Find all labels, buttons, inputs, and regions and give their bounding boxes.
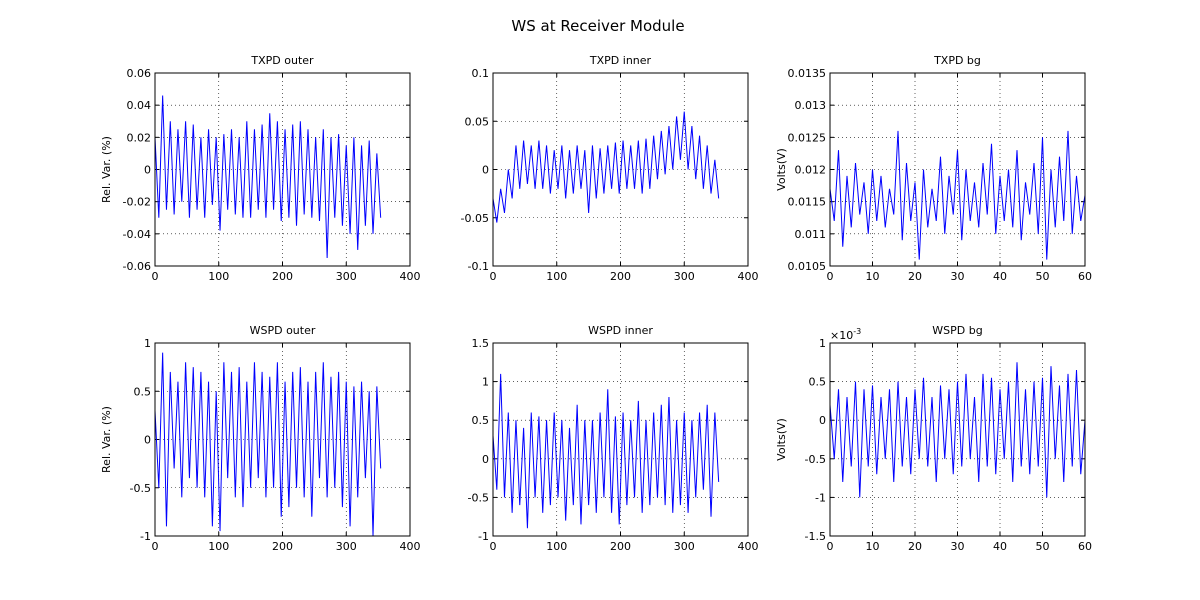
subplot-title: TXPD inner xyxy=(589,54,652,67)
x-tick-label: 300 xyxy=(674,270,695,283)
y-tick-label: 1 xyxy=(819,337,826,350)
y-tick-label: -0.5 xyxy=(468,491,489,504)
y-tick-label: 0.5 xyxy=(472,414,490,427)
y-tick-label: -1 xyxy=(478,530,489,543)
y-tick-label: 0.04 xyxy=(127,99,152,112)
axes-box xyxy=(829,72,1086,267)
y-axis-label: Rel. Var. (%) xyxy=(100,136,113,203)
x-tick-label: 10 xyxy=(866,540,880,553)
x-tick-label: 20 xyxy=(908,270,922,283)
x-tick-label: 200 xyxy=(610,540,631,553)
x-tick-label: 100 xyxy=(546,270,567,283)
x-tick-label: 100 xyxy=(208,270,229,283)
subplot-title: WSPD inner xyxy=(588,324,653,337)
data-line xyxy=(154,352,382,537)
x-tick-label: 40 xyxy=(993,270,1007,283)
x-tick-label: 40 xyxy=(993,540,1007,553)
y-tick-label: -0.1 xyxy=(468,260,489,273)
y-tick-label: -0.5 xyxy=(130,482,151,495)
x-tick-label: 300 xyxy=(674,540,695,553)
y-tick-label: 0.013 xyxy=(795,99,827,112)
x-tick-label: 60 xyxy=(1078,540,1092,553)
x-tick-label: 30 xyxy=(951,270,965,283)
axes-box xyxy=(154,342,411,537)
axes-box xyxy=(492,72,749,267)
x-tick-label: 10 xyxy=(866,270,880,283)
x-tick-label: 0 xyxy=(490,540,497,553)
y-tick-label: 0 xyxy=(482,453,489,466)
figure-title: WS at Receiver Module xyxy=(511,17,684,35)
x-tick-label: 300 xyxy=(336,270,357,283)
y-tick-label: 0 xyxy=(144,434,151,447)
y-tick-label: 0.02 xyxy=(127,131,152,144)
y-multiplier: ×10-3 xyxy=(830,327,861,342)
y-tick-label: -1 xyxy=(140,530,151,543)
axes-box xyxy=(829,342,1086,537)
subplot-title: TXPD outer xyxy=(250,54,314,67)
x-tick-label: 200 xyxy=(272,540,293,553)
data-line xyxy=(492,111,720,223)
data-line xyxy=(492,373,720,529)
y-tick-label: 0.0105 xyxy=(788,260,827,273)
y-tick-label: 0 xyxy=(144,164,151,177)
x-tick-label: 300 xyxy=(336,540,357,553)
y-tick-label: -0.04 xyxy=(123,228,151,241)
data-line xyxy=(829,362,1086,498)
subplot-title: WSPD bg xyxy=(932,324,982,337)
y-tick-label: 1.5 xyxy=(472,337,490,350)
data-line xyxy=(829,130,1086,260)
y-multiplier-exponent: -3 xyxy=(853,327,861,336)
data-line xyxy=(154,95,382,258)
x-tick-label: 400 xyxy=(738,540,759,553)
y-tick-label: 0.5 xyxy=(809,376,827,389)
y-tick-label: 0.5 xyxy=(134,385,152,398)
x-tick-label: 200 xyxy=(272,270,293,283)
x-tick-label: 0 xyxy=(152,270,159,283)
y-tick-label: -1.5 xyxy=(805,530,826,543)
y-tick-label: 0 xyxy=(482,164,489,177)
y-tick-label: 0 xyxy=(819,414,826,427)
y-axis-label: Rel. Var. (%) xyxy=(100,406,113,473)
x-tick-label: 30 xyxy=(951,540,965,553)
x-tick-label: 400 xyxy=(400,540,421,553)
y-tick-label: 0.0135 xyxy=(788,67,827,80)
axes-box xyxy=(492,342,749,537)
y-tick-label: 0.1 xyxy=(472,67,490,80)
y-tick-label: -0.06 xyxy=(123,260,151,273)
x-tick-label: 0 xyxy=(490,270,497,283)
y-tick-label: 0.011 xyxy=(795,228,827,241)
x-tick-label: 0 xyxy=(827,540,834,553)
y-tick-label: 0.012 xyxy=(795,164,827,177)
x-tick-label: 60 xyxy=(1078,270,1092,283)
y-tick-label: 0.0115 xyxy=(788,196,827,209)
y-multiplier-base: ×10 xyxy=(830,329,853,342)
x-tick-label: 400 xyxy=(738,270,759,283)
x-tick-label: 400 xyxy=(400,270,421,283)
y-axis-label: Volts(V) xyxy=(775,148,788,191)
x-tick-label: 0 xyxy=(152,540,159,553)
x-tick-label: 20 xyxy=(908,540,922,553)
y-tick-label: 1 xyxy=(482,376,489,389)
y-tick-label: -0.5 xyxy=(805,453,826,466)
y-axis-label: Volts(V) xyxy=(775,418,788,461)
subplot-title: WSPD outer xyxy=(250,324,316,337)
x-tick-label: 100 xyxy=(546,540,567,553)
x-tick-label: 200 xyxy=(610,270,631,283)
y-tick-label: -0.02 xyxy=(123,196,151,209)
subplot-title: TXPD bg xyxy=(933,54,981,67)
y-tick-label: 0.05 xyxy=(465,115,490,128)
y-tick-label: 1 xyxy=(144,337,151,350)
y-tick-label: 0.0125 xyxy=(788,131,827,144)
x-tick-label: 0 xyxy=(827,270,834,283)
x-tick-label: 100 xyxy=(208,540,229,553)
y-tick-label: 0.06 xyxy=(127,67,152,80)
axes-box xyxy=(154,72,411,267)
x-tick-label: 50 xyxy=(1036,270,1050,283)
y-tick-label: -1 xyxy=(815,491,826,504)
y-tick-label: -0.05 xyxy=(461,212,489,225)
x-tick-label: 50 xyxy=(1036,540,1050,553)
